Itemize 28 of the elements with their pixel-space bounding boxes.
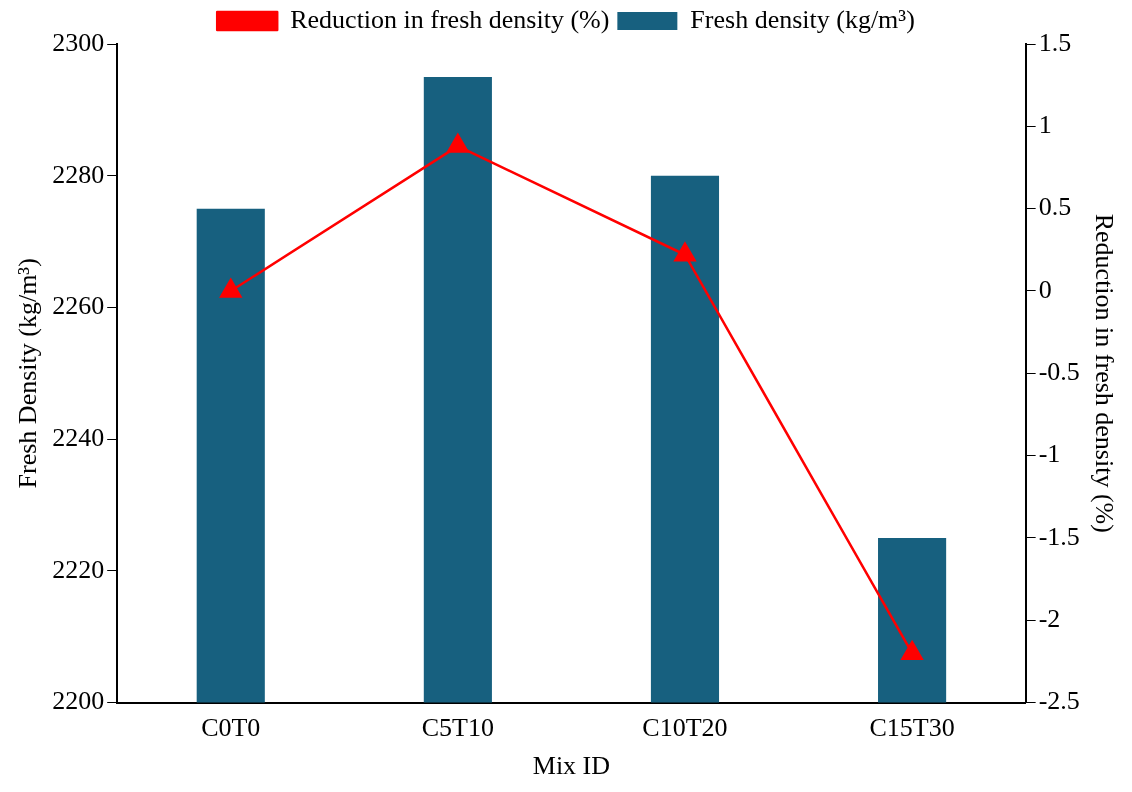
y-tick-label: 2200	[52, 686, 105, 716]
y2-tick-label: 1.5	[1038, 27, 1072, 57]
legend-label: Fresh density (kg/m³)	[690, 4, 915, 34]
y2-tick-label: -0.5	[1038, 357, 1080, 387]
x-tick-label: C0T0	[201, 713, 261, 743]
y2-axis-title: Reduction in fresh density (%)	[1089, 213, 1119, 533]
x-tick-label: C10T20	[642, 713, 728, 743]
y2-tick-label: -2.5	[1038, 686, 1080, 716]
point	[447, 133, 469, 153]
y2-tick-label: -1.5	[1038, 521, 1080, 551]
x-tick-label: C15T30	[869, 713, 955, 743]
y-axis-title: Fresh Density (kg/m³)	[13, 258, 43, 489]
x-tick-label: C5T10	[421, 713, 494, 743]
y-tick-label: 2280	[52, 159, 105, 189]
point	[674, 242, 696, 262]
y2-tick-label: -2	[1038, 604, 1061, 634]
y-tick-label: 2220	[52, 554, 105, 584]
point	[219, 278, 242, 298]
legend-label: Reduction in fresh density (%)	[290, 4, 610, 34]
x-axis-title: Mix ID	[532, 751, 611, 781]
y-tick-label: 2300	[52, 27, 105, 57]
y2-tick-label: 0.5	[1038, 192, 1072, 222]
y2-tick-label: 1	[1038, 110, 1052, 140]
y2-tick-label: -1	[1038, 439, 1061, 469]
y-tick-label: 2260	[52, 291, 105, 321]
y2-tick-label: 0	[1038, 274, 1052, 304]
point	[901, 640, 923, 660]
y-tick-label: 2240	[52, 422, 105, 452]
